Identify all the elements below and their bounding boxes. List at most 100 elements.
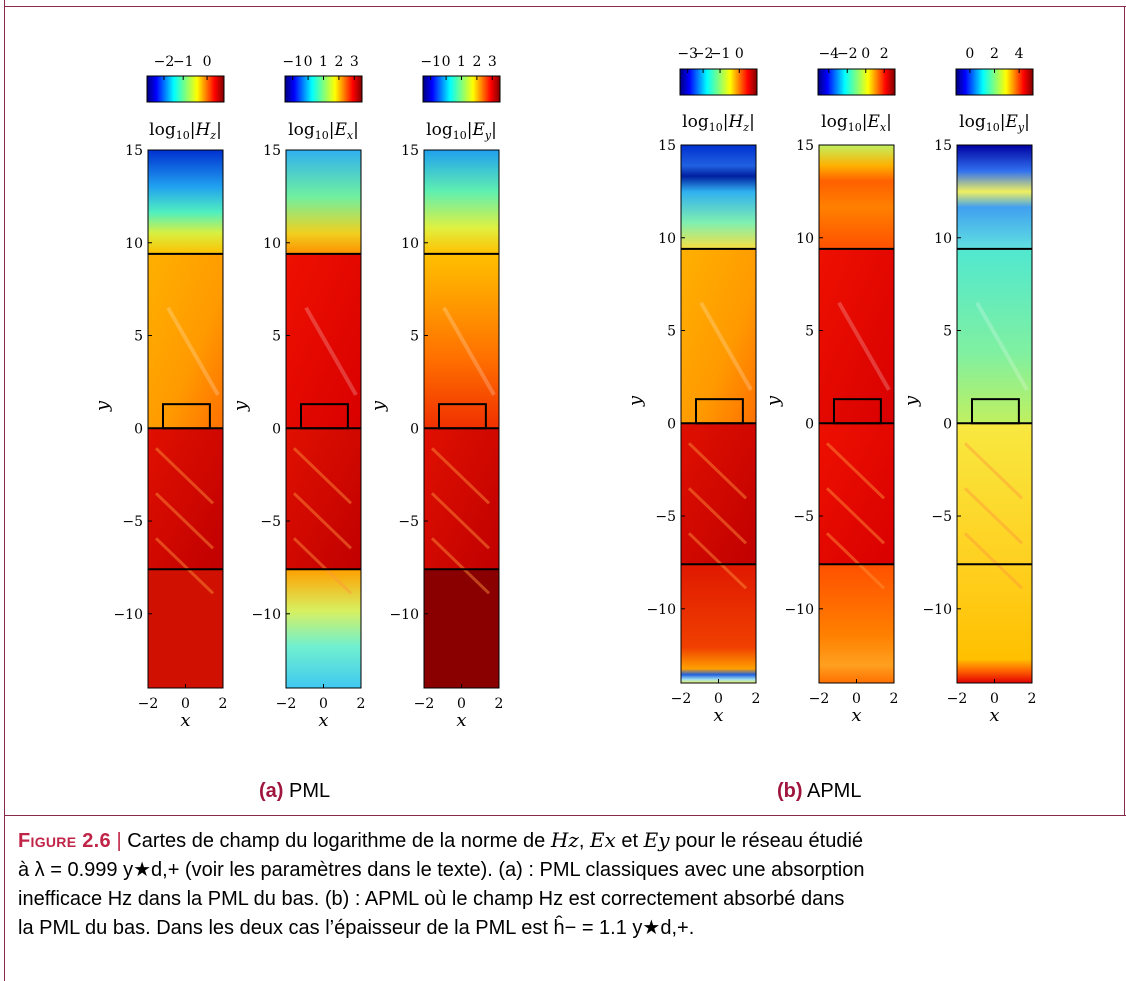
y-axis-label: y xyxy=(625,395,646,407)
superstrate-region xyxy=(424,253,499,429)
upper-pml-region xyxy=(424,150,499,254)
y-axis-label: y xyxy=(230,400,251,412)
caption-text-2: pour le réseau étudié xyxy=(675,830,864,852)
y-axis-label: y xyxy=(368,400,389,412)
wave-streak xyxy=(825,532,886,590)
y-tick-label: 0 xyxy=(410,421,419,437)
x-tick-label: 0 xyxy=(181,696,190,712)
superstrate-region xyxy=(957,248,1032,424)
x-tick-label: −2 xyxy=(276,696,297,712)
x-tick-label: 0 xyxy=(852,691,861,707)
y-tick-label: −10 xyxy=(251,607,281,623)
y-tick-label: −10 xyxy=(784,602,814,618)
x-tick-label: −2 xyxy=(947,691,968,707)
wave-streak xyxy=(963,442,1024,500)
y-tick-label: 5 xyxy=(272,329,281,345)
frame-right-rule xyxy=(1124,6,1125,816)
x-tick-label: 0 xyxy=(457,696,466,712)
y-axis-label: y xyxy=(901,395,922,407)
colorbar-tick-label: −2 xyxy=(693,46,714,62)
x-axis-label: x xyxy=(851,705,861,726)
colorbar-tick-label: 2 xyxy=(880,46,889,62)
y-tick-label: 0 xyxy=(272,421,281,437)
wave-streak xyxy=(166,306,220,396)
superstrate-region xyxy=(819,248,894,424)
x-tick-label: 2 xyxy=(890,691,899,707)
colorbar xyxy=(146,75,225,103)
wave-streak xyxy=(154,447,215,505)
superstrate-region xyxy=(681,248,756,424)
y-tick-label: 15 xyxy=(796,138,814,154)
wave-streak xyxy=(292,447,353,505)
colorbar-tick-label: 0 xyxy=(861,46,870,62)
plot-title: log10|Ey| xyxy=(959,112,1030,134)
wave-streak xyxy=(825,487,886,545)
colorbar xyxy=(422,75,501,103)
lower-pml-region xyxy=(424,569,499,688)
colorbar-tick-label: 2 xyxy=(990,46,999,62)
colorbar-tick-label: 3 xyxy=(488,54,497,70)
subfigure-a-name: PML xyxy=(289,780,331,802)
substrate-region xyxy=(681,423,756,565)
x-tick-label: 2 xyxy=(357,696,366,712)
caption-text-1: Cartes de champ du logarithme de la norm… xyxy=(127,830,546,852)
y-tick-label: −10 xyxy=(389,607,419,623)
subfigure-b-tag: (b) xyxy=(777,780,803,802)
wave-streak xyxy=(430,447,491,505)
substrate-region xyxy=(819,423,894,565)
figure-caption: Figure 2.6 | Cartes de champ du logarith… xyxy=(18,828,865,939)
y-tick-label: 15 xyxy=(934,138,952,154)
y-tick-label: 0 xyxy=(943,416,952,432)
colorbar xyxy=(284,75,363,103)
y-tick-label: 0 xyxy=(134,421,143,437)
plot-title: log10|Ex| xyxy=(288,120,359,142)
y-tick-label: 15 xyxy=(263,143,281,159)
colorbar-tick-label: 0 xyxy=(735,46,744,62)
y-tick-label: 15 xyxy=(401,143,419,159)
y-tick-label: 5 xyxy=(410,329,419,345)
subfigure-b-name: APML xyxy=(807,780,862,802)
colorbar-tick-label: −1 xyxy=(710,46,731,62)
x-tick-label: 0 xyxy=(990,691,999,707)
superstrate-region xyxy=(148,253,223,429)
caption-ey: Ey xyxy=(643,828,670,852)
y-tick-label: −5 xyxy=(931,509,952,525)
y-tick-label: −5 xyxy=(260,514,281,530)
plot-title: log10|Hz| xyxy=(682,112,755,134)
colorbar-tick-label: 4 xyxy=(1015,46,1024,62)
y-axis-label: y xyxy=(92,400,113,412)
substrate-region xyxy=(957,423,1032,565)
wave-streak xyxy=(292,537,353,595)
y-tick-label: 10 xyxy=(125,236,143,252)
wave-streak xyxy=(837,301,891,391)
upper-pml-region xyxy=(681,145,756,249)
lower-pml-region xyxy=(286,569,361,688)
colorbar xyxy=(679,68,758,96)
x-tick-label: 2 xyxy=(219,696,228,712)
colorbar-tick-label: 0 xyxy=(304,54,313,70)
subfigure-a-tag: (a) xyxy=(259,780,284,802)
caption-ex: Ex xyxy=(589,828,616,852)
plot-title: log10|Hz| xyxy=(149,120,222,142)
subfigure-a-label: (a) PML xyxy=(259,780,330,803)
wave-streak xyxy=(687,442,748,500)
y-tick-label: 10 xyxy=(796,231,814,247)
y-tick-label: 0 xyxy=(667,416,676,432)
colorbar-tick-label: 1 xyxy=(457,54,466,70)
y-tick-label: 5 xyxy=(943,324,952,340)
colorbar-tick-label: 3 xyxy=(350,54,359,70)
colorbar-tick-label: 0 xyxy=(965,46,974,62)
substrate-region xyxy=(424,428,499,570)
wave-streak xyxy=(430,537,491,595)
plot-title: log10|Ey| xyxy=(426,120,497,142)
colorbar-tick-label: −2 xyxy=(154,54,175,70)
y-tick-label: 0 xyxy=(805,416,814,432)
wave-streak xyxy=(963,487,1024,545)
colorbar-tick-label: 2 xyxy=(472,54,481,70)
colorbar-tick-label: −1 xyxy=(282,54,303,70)
upper-pml-region xyxy=(819,145,894,249)
wave-streak xyxy=(699,301,753,391)
y-tick-label: −10 xyxy=(922,602,952,618)
y-tick-label: 5 xyxy=(667,324,676,340)
